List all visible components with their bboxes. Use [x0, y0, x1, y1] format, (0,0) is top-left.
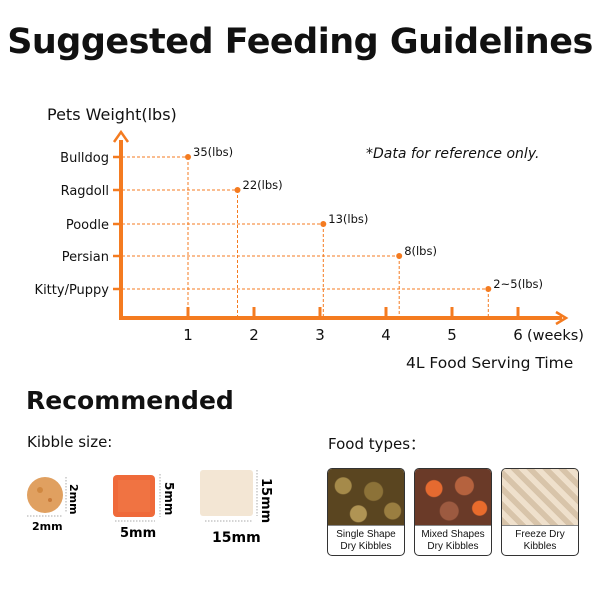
- food-type-label: Dry Kibbles: [340, 540, 392, 552]
- food-type-mixed-shapes: Mixed Shapes Dry Kibbles: [414, 468, 492, 556]
- y-category-label: Bulldog: [60, 151, 109, 166]
- x-tick-label: 4: [381, 326, 391, 344]
- kibble-2mm-height: 2mm: [67, 484, 80, 515]
- food-type-label: Single Shape: [336, 529, 396, 540]
- y-category-label: Ragdoll: [61, 184, 109, 199]
- food-type-label: Mixed Shapes: [421, 529, 485, 540]
- x-tick-label: 5: [447, 326, 457, 344]
- x-tick-label: 6: [513, 326, 523, 344]
- kibble-2mm-width: 2mm: [32, 520, 63, 533]
- mixed-shapes-image: [415, 469, 491, 526]
- x-unit-label: (weeks): [527, 328, 584, 344]
- data-point: [320, 221, 327, 227]
- data-label: 35(lbs): [193, 145, 233, 159]
- kibble-15mm-height: 15mm: [258, 478, 273, 523]
- x-tick-label: 1: [183, 326, 193, 344]
- y-category-label: Persian: [62, 250, 109, 265]
- food-type-label: Freeze Dry: [515, 529, 565, 540]
- food-types-heading: Food types：: [328, 435, 426, 453]
- food-type-label: Kibbles: [523, 540, 557, 552]
- recommended-heading: Recommended: [26, 386, 234, 415]
- y-axis-label: Pets Weight(lbs): [47, 105, 177, 124]
- data-point: [485, 286, 492, 292]
- data-point: [396, 253, 403, 259]
- reference-note: *Data for reference only.: [366, 146, 540, 162]
- kibble-2mm-image: [27, 477, 63, 513]
- kibble-15mm-width: 15mm: [212, 530, 261, 546]
- page-title: Suggested Feeding Guidelines: [7, 22, 593, 62]
- data-label: 13(lbs): [328, 212, 368, 226]
- single-shape-image: [328, 469, 404, 526]
- food-type-label: Dry Kibbles: [427, 540, 479, 552]
- x-tick-label: 3: [315, 326, 325, 344]
- data-point: [185, 154, 191, 160]
- x-tick-label: 2: [249, 326, 259, 344]
- feeding-chart: 1 2 3 4 5 6 (weeks) Bulldog 35(lbs) Ragdoll 22(lbs…: [35, 129, 584, 344]
- y-category-label: Kitty/Puppy: [35, 283, 110, 298]
- kibble-5mm-width: 5mm: [120, 526, 156, 541]
- kibble-sizes: 2mm 2mm 5mm 5mm 15mm 15mm: [27, 470, 273, 546]
- kibble-size-heading: Kibble size:: [27, 433, 113, 451]
- food-type-single-shape: Single Shape Dry Kibbles: [327, 468, 405, 556]
- data-label: 2~5(lbs): [493, 277, 543, 291]
- data-label: 8(lbs): [404, 244, 437, 258]
- data-label: 22(lbs): [243, 178, 283, 192]
- x-axis-label: 4L Food Serving Time: [406, 354, 574, 372]
- x-axis-arrow: [555, 310, 569, 326]
- freeze-dry-image: [502, 469, 578, 526]
- data-point: [234, 187, 241, 193]
- food-type-freeze-dry: Freeze Dry Kibbles: [501, 468, 579, 556]
- kibble-5mm-height: 5mm: [162, 482, 176, 515]
- y-axis-arrow: [112, 129, 130, 143]
- y-category-label: Poodle: [66, 218, 109, 233]
- kibble-15mm-image: [200, 470, 253, 516]
